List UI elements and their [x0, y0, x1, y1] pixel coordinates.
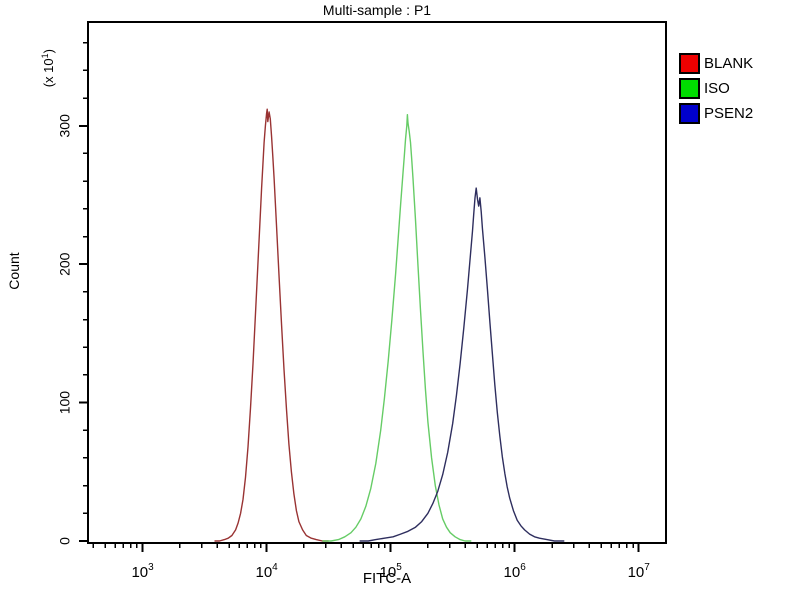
- svg-text:300: 300: [57, 114, 73, 138]
- y-axis-ticks: [79, 42, 88, 542]
- plot-frame: [87, 21, 667, 544]
- curve-psen2: [359, 187, 565, 542]
- legend: BLANK ISO PSEN2: [679, 51, 753, 126]
- y-axis-multiplier-exponent: 1: [39, 53, 50, 59]
- y-axis-multiplier-prefix: (x 10: [41, 58, 57, 88]
- y-axis-multiplier: (x 101): [40, 28, 56, 108]
- legend-item-blank: BLANK: [679, 51, 753, 76]
- legend-item-psen2: PSEN2: [679, 101, 753, 126]
- svg-text:200: 200: [57, 252, 73, 276]
- x-axis-ticks: [92, 543, 640, 552]
- legend-label-iso: ISO: [704, 80, 730, 97]
- iso-color-swatch: [679, 78, 700, 99]
- legend-item-iso: ISO: [679, 76, 753, 101]
- svg-text:100: 100: [57, 391, 73, 415]
- legend-label-psen2: PSEN2: [704, 105, 754, 122]
- y-axis-tick-labels: 0 100 200 300: [57, 114, 73, 545]
- svg-text:0: 0: [57, 537, 73, 545]
- y-axis-label: Count: [6, 252, 22, 290]
- blank-color-swatch: [679, 53, 700, 74]
- curve-blank: [214, 108, 329, 542]
- y-axis-multiplier-suffix: ): [41, 49, 57, 54]
- curve-iso: [322, 113, 472, 542]
- chart-title: Multi-sample : P1: [322, 2, 432, 18]
- psen2-color-swatch: [679, 103, 700, 124]
- legend-label-blank: BLANK: [704, 55, 754, 72]
- x-axis-label: FITC-A: [362, 570, 412, 587]
- curves: [214, 108, 565, 542]
